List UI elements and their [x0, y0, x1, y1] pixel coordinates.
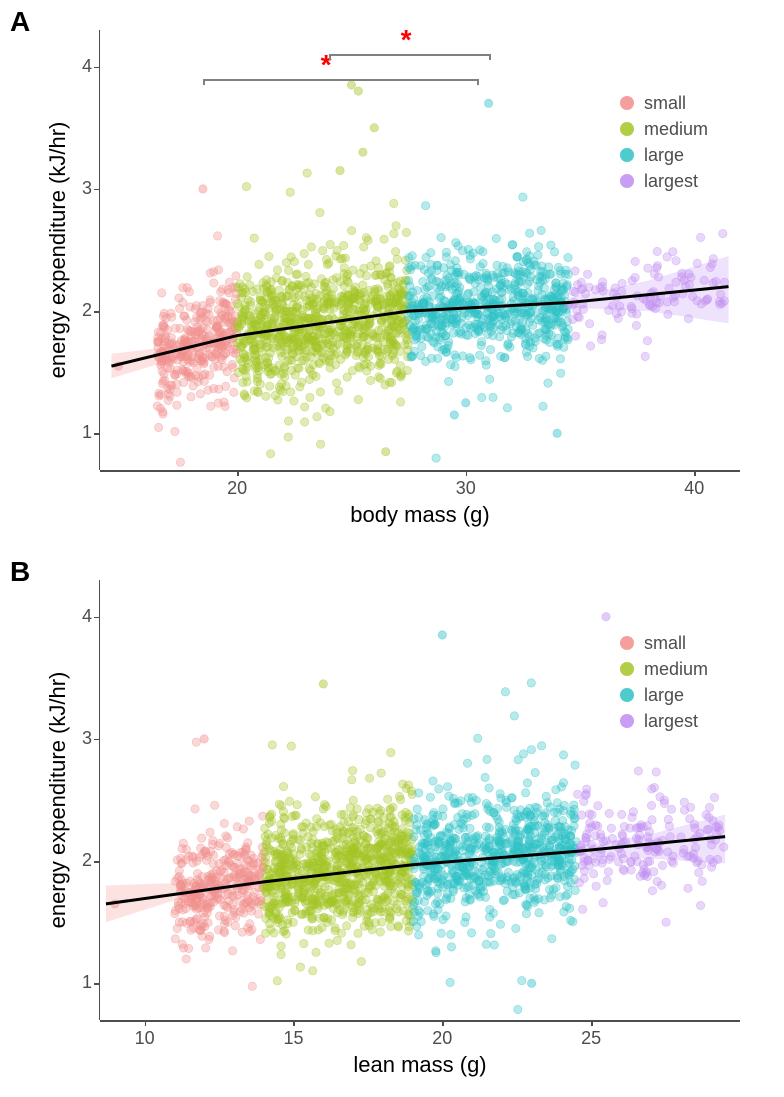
x-tick: [145, 1020, 147, 1026]
y-tick-label: 2: [70, 850, 92, 871]
legend-a: small medium large largest: [620, 90, 708, 194]
legend-dot-icon: [620, 636, 634, 650]
x-tick: [293, 1020, 295, 1026]
x-tick: [591, 1020, 593, 1026]
legend-label: medium: [644, 659, 708, 680]
x-tick: [237, 470, 239, 476]
legend-dot-icon: [620, 174, 634, 188]
y-axis-line: [99, 580, 101, 1020]
outlier-point: [438, 631, 446, 639]
outlier-point: [382, 448, 390, 456]
y-tick-label: 1: [70, 422, 92, 443]
significance-bar-end: [329, 54, 331, 60]
outlier-point: [527, 979, 535, 987]
legend-dot-icon: [620, 122, 634, 136]
legend-label: medium: [644, 119, 708, 140]
outlier-point: [199, 185, 207, 193]
x-tick-label: 10: [130, 1028, 160, 1049]
x-tick-label: 30: [451, 478, 481, 499]
significance-bar-end: [489, 54, 491, 60]
outlier-point: [553, 429, 561, 437]
y-tick-label: 3: [70, 178, 92, 199]
y-tick-label: 3: [70, 728, 92, 749]
outlier-point: [462, 399, 470, 407]
outlier-point: [370, 124, 378, 132]
outlier-point: [359, 148, 367, 156]
y-tick: [94, 739, 100, 741]
legend-dot-icon: [620, 688, 634, 702]
panel-label-a: A: [10, 6, 30, 38]
x-axis-line: [100, 470, 740, 472]
outlier-point: [336, 166, 344, 174]
x-tick: [694, 470, 696, 476]
outlier-point: [602, 613, 610, 621]
legend-item: small: [620, 630, 708, 656]
outlier-point: [354, 87, 362, 95]
legend-dot-icon: [620, 96, 634, 110]
legend-label: small: [644, 633, 686, 654]
x-tick: [466, 470, 468, 476]
significance-bar: [203, 79, 477, 81]
outlier-point: [347, 81, 355, 89]
outlier-point: [319, 680, 327, 688]
outlier-point: [484, 99, 492, 107]
outlier-point: [200, 735, 208, 743]
x-axis-line: [100, 1020, 740, 1022]
significance-star-icon: *: [401, 24, 412, 56]
legend-dot-icon: [620, 148, 634, 162]
legend-item: largest: [620, 168, 708, 194]
x-tick: [442, 1020, 444, 1026]
legend-label: large: [644, 145, 684, 166]
legend-label: largest: [644, 711, 698, 732]
legend-dot-icon: [620, 714, 634, 728]
y-tick: [94, 983, 100, 985]
legend-b: small medium large largest: [620, 630, 708, 734]
y-tick: [94, 311, 100, 313]
outlier-point: [450, 411, 458, 419]
legend-item: medium: [620, 656, 708, 682]
y-axis-title: energy expenditure (kJ/hr): [45, 30, 71, 470]
y-tick: [94, 189, 100, 191]
legend-item: largest: [620, 708, 708, 734]
y-tick: [94, 67, 100, 69]
x-tick-label: 20: [427, 1028, 457, 1049]
y-axis-title: energy expenditure (kJ/hr): [45, 580, 71, 1020]
y-tick-label: 4: [70, 56, 92, 77]
significance-bar-end: [477, 79, 479, 85]
y-tick-label: 4: [70, 606, 92, 627]
x-axis-title: body mass (g): [100, 502, 740, 528]
x-tick-label: 40: [679, 478, 709, 499]
y-axis-line: [99, 30, 101, 470]
y-tick: [94, 617, 100, 619]
y-tick: [94, 861, 100, 863]
x-tick-label: 20: [222, 478, 252, 499]
legend-item: large: [620, 682, 708, 708]
legend-label: large: [644, 685, 684, 706]
panel-label-b: B: [10, 556, 30, 588]
y-tick-label: 2: [70, 300, 92, 321]
significance-bar-end: [203, 79, 205, 85]
legend-label: largest: [644, 171, 698, 192]
y-tick-label: 1: [70, 972, 92, 993]
legend-label: small: [644, 93, 686, 114]
x-tick-label: 25: [576, 1028, 606, 1049]
legend-item: medium: [620, 116, 708, 142]
x-axis-title: lean mass (g): [100, 1052, 740, 1078]
x-tick-label: 15: [278, 1028, 308, 1049]
figure-root: A 20 30 40 1 2 3 4 body mass (g) energy expendit…: [0, 0, 784, 1097]
legend-dot-icon: [620, 662, 634, 676]
legend-item: small: [620, 90, 708, 116]
y-tick: [94, 433, 100, 435]
legend-item: large: [620, 142, 708, 168]
